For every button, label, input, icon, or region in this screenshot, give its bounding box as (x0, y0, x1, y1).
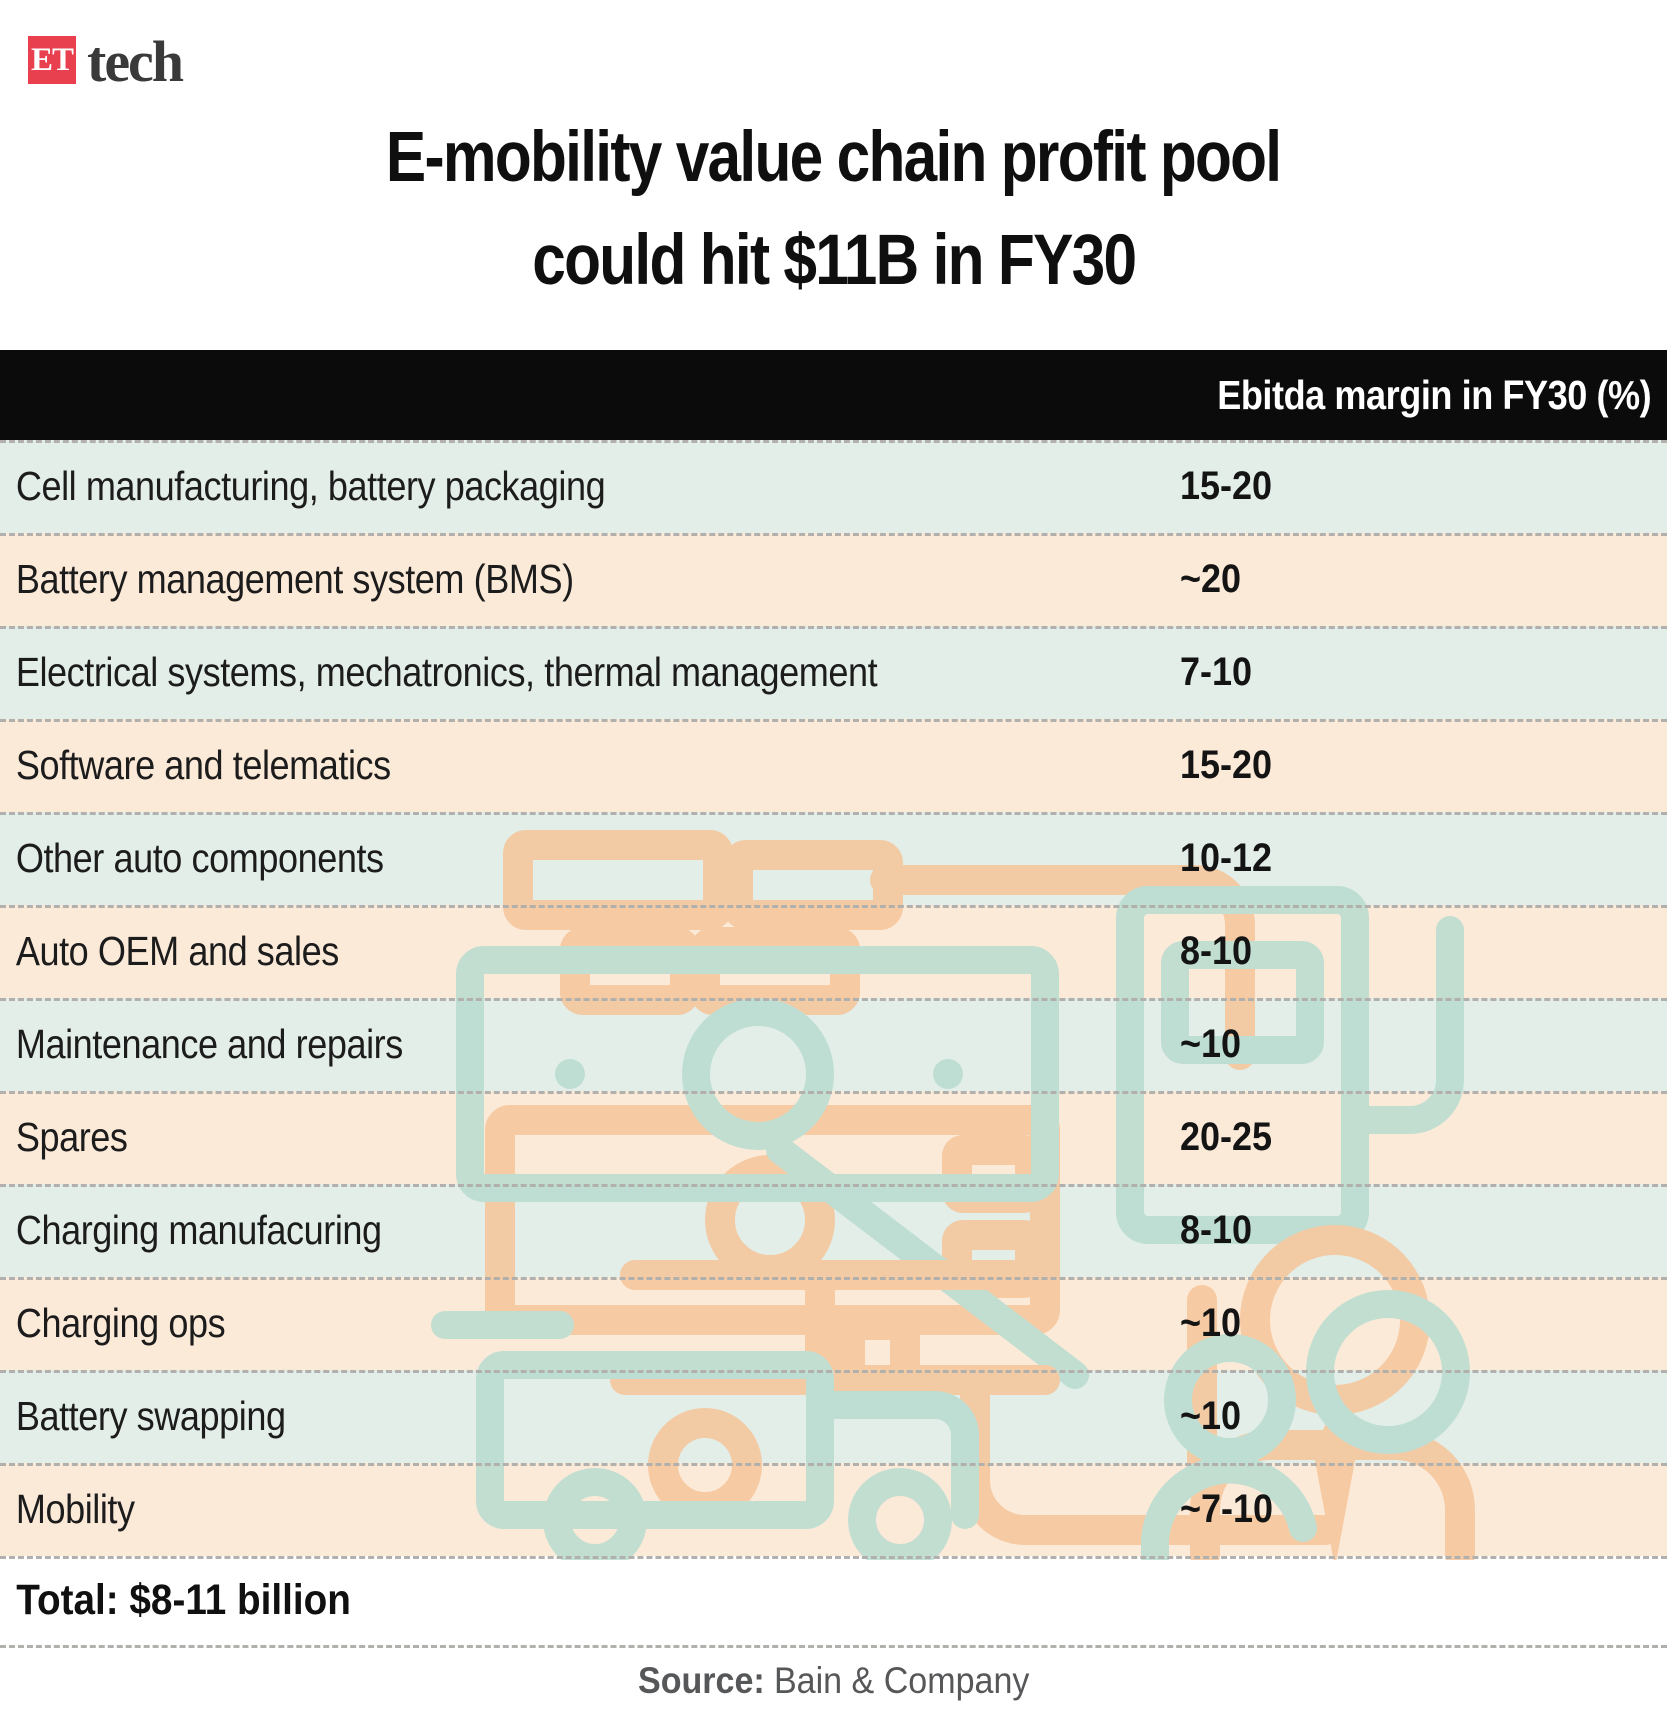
table-row: Mobility ~7-10 (0, 1463, 1667, 1556)
row-label: Other auto components (15, 835, 384, 881)
table-row: Charging manufacuring 8-10 (0, 1184, 1667, 1277)
table-row: Software and telematics 15-20 (0, 719, 1667, 812)
et-logo-letters: ET (30, 41, 74, 78)
title-line-1: E-mobility value chain profit pool (386, 118, 1282, 197)
row-label: Charging manufacuring (15, 1207, 382, 1253)
row-label: Charging ops (15, 1300, 226, 1346)
row-value: 8-10 (1180, 929, 1253, 973)
row-label: Software and telematics (15, 742, 391, 788)
table-row: Spares 20-25 (0, 1091, 1667, 1184)
source-text: Bain & Company (773, 1660, 1030, 1701)
total-label: Total: $8-11 billion (16, 1576, 351, 1624)
row-value: ~10 (1180, 1301, 1242, 1345)
page-title: E-mobility value chain profit pool could… (0, 116, 1667, 322)
table-body: Cell manufacturing, battery packaging 15… (0, 440, 1667, 1556)
row-label: Electrical systems, mechatronics, therma… (15, 649, 878, 695)
brand-name: tech (87, 29, 184, 94)
source-label: Source: (637, 1660, 765, 1701)
row-label: Battery management system (BMS) (15, 556, 574, 602)
source-line: Source: Bain & Company (0, 1645, 1667, 1717)
table-row: Electrical systems, mechatronics, therma… (0, 626, 1667, 719)
et-logo-mark: ET (28, 36, 76, 84)
row-label: Mobility (15, 1486, 135, 1532)
row-label: Maintenance and repairs (15, 1021, 403, 1067)
brand-logo: ET tech (28, 29, 184, 94)
row-label: Cell manufacturing, battery packaging (15, 463, 606, 509)
row-value: ~10 (1180, 1394, 1242, 1438)
row-value: ~7-10 (1180, 1487, 1274, 1531)
row-value: 15-20 (1180, 464, 1273, 508)
row-value: 10-12 (1180, 836, 1273, 880)
table-row: Battery swapping ~10 (0, 1370, 1667, 1463)
table-row: Cell manufacturing, battery packaging 15… (0, 440, 1667, 533)
table-header-bar: Ebitda margin in FY30 (%) (0, 350, 1667, 440)
table-row: Maintenance and repairs ~10 (0, 998, 1667, 1091)
row-value: 15-20 (1180, 743, 1273, 787)
table-row: Auto OEM and sales 8-10 (0, 905, 1667, 998)
row-label: Auto OEM and sales (15, 928, 339, 974)
title-line-2: could hit $11B in FY30 (531, 221, 1137, 300)
table-row: Charging ops ~10 (0, 1277, 1667, 1370)
row-value: 20-25 (1180, 1115, 1273, 1159)
total-row: Total: $8-11 billion (0, 1556, 1667, 1645)
row-value: 7-10 (1180, 650, 1253, 694)
row-label: Battery swapping (15, 1393, 286, 1439)
row-value: ~10 (1180, 1022, 1242, 1066)
table-row: Battery management system (BMS) ~20 (0, 533, 1667, 626)
row-label: Spares (15, 1114, 128, 1160)
row-value: ~20 (1180, 557, 1242, 601)
column-header-ebitda-margin: Ebitda margin in FY30 (%) (1216, 371, 1651, 418)
row-value: 8-10 (1180, 1208, 1253, 1252)
table-row: Other auto components 10-12 (0, 812, 1667, 905)
